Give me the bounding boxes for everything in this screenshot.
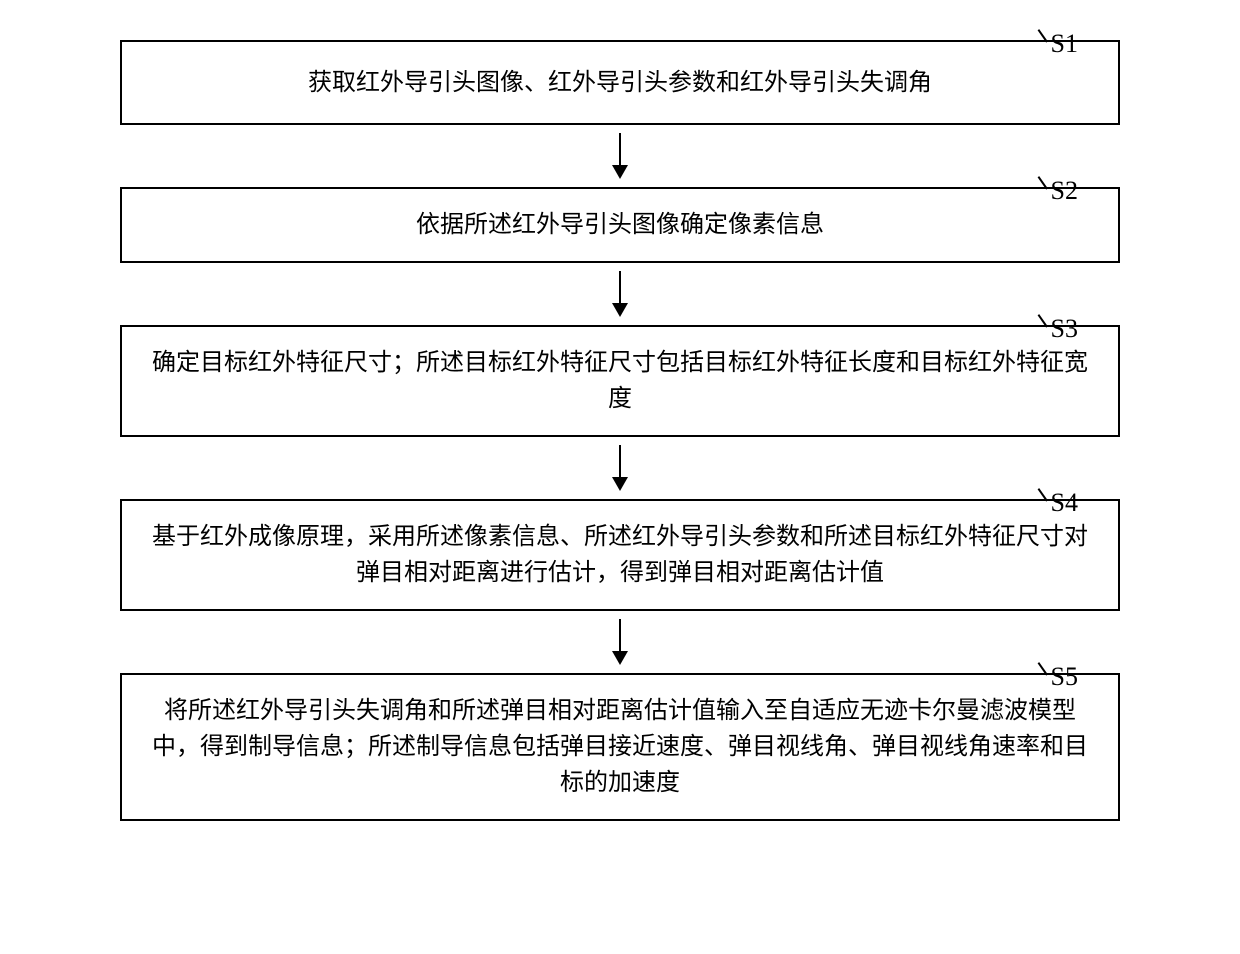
step-container-5: 将所述红外导引头失调角和所述弹目相对距离估计值输入至自适应无迹卡尔曼滤波模型中，… <box>30 673 1210 821</box>
arrow-head-1 <box>612 165 628 179</box>
step-label-3: S3 <box>1051 309 1078 348</box>
arrow-3 <box>612 445 628 491</box>
connector-line-5 <box>1038 662 1048 675</box>
step-label-4: S4 <box>1051 483 1078 522</box>
arrow-line-3 <box>619 445 621 477</box>
arrow-1 <box>612 133 628 179</box>
step-box-4: 基于红外成像原理，采用所述像素信息、所述红外导引头参数和所述目标红外特征尺寸对弹… <box>120 499 1120 611</box>
arrow-head-2 <box>612 303 628 317</box>
step-box-3: 确定目标红外特征尺寸；所述目标红外特征尺寸包括目标红外特征长度和目标红外特征宽度… <box>120 325 1120 437</box>
step-container-4: 基于红外成像原理，采用所述像素信息、所述红外导引头参数和所述目标红外特征尺寸对弹… <box>30 499 1210 611</box>
step-label-5: S5 <box>1051 657 1078 696</box>
connector-line-2 <box>1038 176 1048 189</box>
step-text-2: 依据所述红外导引头图像确定像素信息 <box>416 207 824 243</box>
step-text-3: 确定目标红外特征尺寸；所述目标红外特征尺寸包括目标红外特征长度和目标红外特征宽度 <box>152 345 1088 417</box>
step-text-1: 获取红外导引头图像、红外导引头参数和红外导引头失调角 <box>308 65 932 101</box>
arrow-line-1 <box>619 133 621 165</box>
step-container-1: 获取红外导引头图像、红外导引头参数和红外导引头失调角 S1 <box>30 40 1210 125</box>
step-label-2: S2 <box>1051 171 1078 210</box>
connector-line-3 <box>1038 314 1048 327</box>
arrow-head-4 <box>612 651 628 665</box>
step-label-1: S1 <box>1051 24 1078 63</box>
connector-line-4 <box>1038 488 1048 501</box>
arrow-4 <box>612 619 628 665</box>
connector-line-1 <box>1038 29 1048 42</box>
step-box-2: 依据所述红外导引头图像确定像素信息 S2 <box>120 187 1120 263</box>
step-text-4: 基于红外成像原理，采用所述像素信息、所述红外导引头参数和所述目标红外特征尺寸对弹… <box>152 519 1088 591</box>
step-box-5: 将所述红外导引头失调角和所述弹目相对距离估计值输入至自适应无迹卡尔曼滤波模型中，… <box>120 673 1120 821</box>
arrow-2 <box>612 271 628 317</box>
step-text-5: 将所述红外导引头失调角和所述弹目相对距离估计值输入至自适应无迹卡尔曼滤波模型中，… <box>152 693 1088 801</box>
arrow-line-4 <box>619 619 621 651</box>
step-box-1: 获取红外导引头图像、红外导引头参数和红外导引头失调角 S1 <box>120 40 1120 125</box>
flowchart-container: 获取红外导引头图像、红外导引头参数和红外导引头失调角 S1 依据所述红外导引头图… <box>30 40 1210 821</box>
arrow-head-3 <box>612 477 628 491</box>
step-container-2: 依据所述红外导引头图像确定像素信息 S2 <box>30 187 1210 263</box>
step-container-3: 确定目标红外特征尺寸；所述目标红外特征尺寸包括目标红外特征长度和目标红外特征宽度… <box>30 325 1210 437</box>
arrow-line-2 <box>619 271 621 303</box>
